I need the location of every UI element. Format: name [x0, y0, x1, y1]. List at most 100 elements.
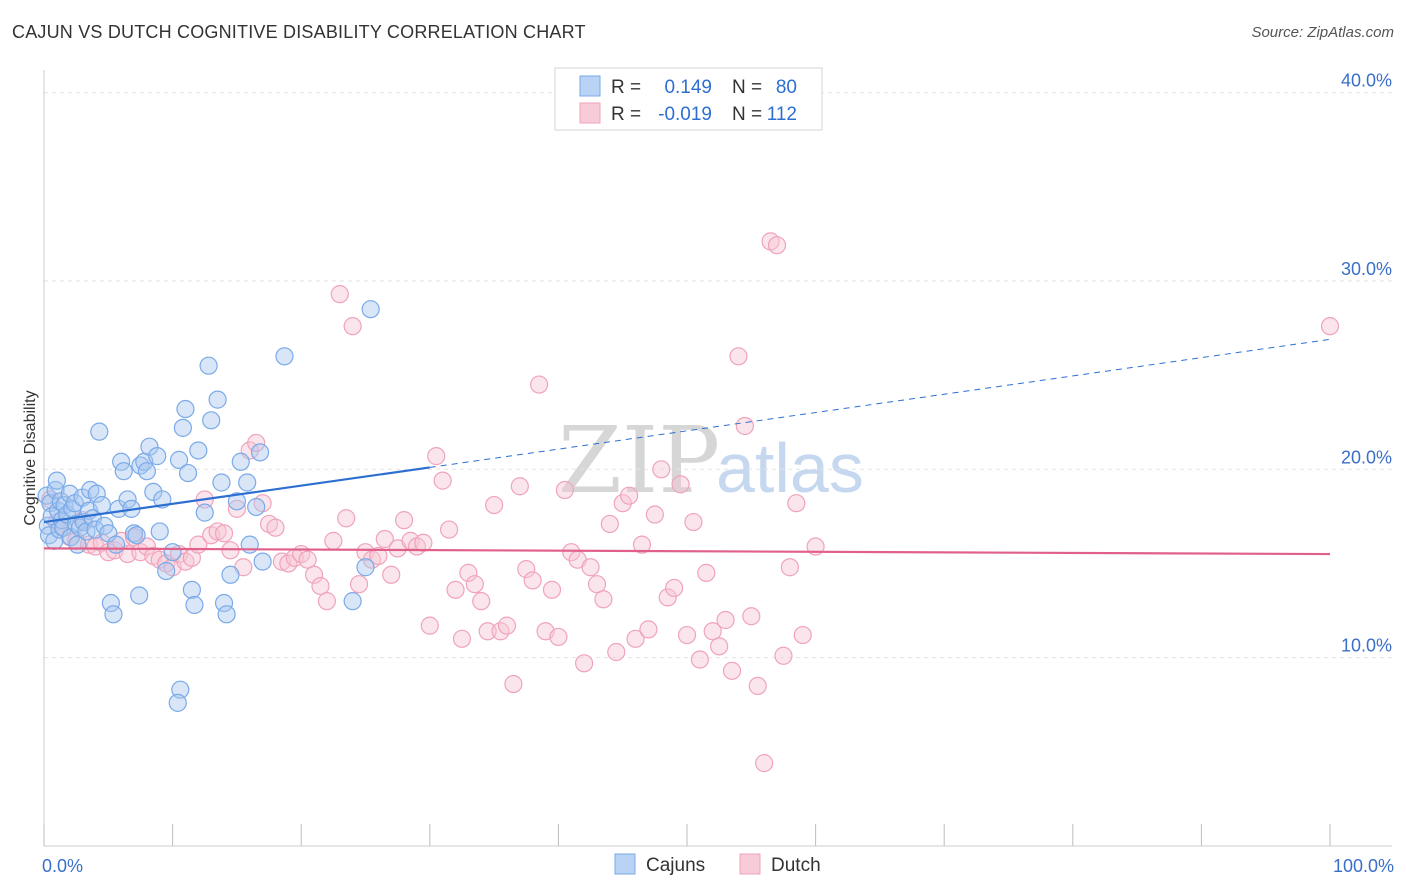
series-legend: Cajuns Dutch [614, 853, 821, 876]
stats-legend: R = 0.149 N = 80 R = -0.019 N = 112 [554, 67, 823, 131]
point-dutch [382, 565, 401, 584]
point-dutch [349, 575, 369, 594]
chart-title: CAJUN VS DUTCH COGNITIVE DISABILITY CORR… [12, 22, 586, 42]
x-ticks [43, 824, 1331, 846]
point-cajuns [227, 492, 246, 511]
point-dutch [626, 629, 645, 648]
point-dutch [607, 642, 626, 662]
point-cajuns [250, 443, 270, 462]
watermark: ZIP atlas [558, 407, 864, 514]
point-dutch [427, 447, 446, 466]
point-cajuns [40, 526, 59, 545]
point-cajuns [208, 390, 227, 409]
point-dutch [497, 616, 517, 635]
point-dutch [439, 520, 459, 539]
point-dutch [324, 531, 343, 550]
point-dutch [594, 590, 613, 609]
point-cajuns [140, 437, 159, 456]
point-cajuns [127, 526, 146, 545]
point-cajuns [90, 422, 109, 441]
point-cajuns [238, 473, 257, 492]
point-dutch [665, 578, 684, 598]
point-dutch [581, 558, 600, 577]
point-dutch [671, 475, 690, 494]
point-dutch [227, 499, 246, 518]
stats-r-value-dutch: -0.019 [658, 104, 712, 125]
point-dutch [639, 620, 658, 639]
point-cajuns [168, 693, 187, 712]
trend-line-cajuns-extrapolated [429, 338, 1331, 468]
point-cajuns [361, 300, 380, 319]
point-dutch [433, 471, 452, 490]
point-cajuns [240, 535, 259, 554]
point-cajuns [217, 605, 236, 624]
point-cajuns [130, 586, 149, 605]
point-dutch [330, 285, 349, 304]
point-dutch [478, 622, 497, 641]
point-dutch [710, 637, 729, 656]
point-dutch [369, 546, 388, 566]
point-cajuns [114, 462, 133, 481]
point-dutch [703, 622, 722, 641]
stats-r-label-cajuns: R = [611, 77, 641, 98]
point-cajuns [199, 356, 218, 375]
trend-lines [43, 338, 1331, 556]
y-axis-title: Cognitive Disability [22, 390, 39, 525]
point-cajuns [104, 605, 123, 624]
trend-line-cajuns [43, 466, 430, 524]
point-dutch [542, 580, 562, 599]
point-dutch [793, 625, 812, 645]
point-dutch [735, 416, 754, 436]
point-dutch [549, 627, 568, 647]
point-dutch [510, 477, 529, 496]
x-tick-labels: 0.0% 100.0% [42, 856, 1394, 876]
point-cajuns [202, 411, 221, 430]
point-dutch [414, 533, 433, 552]
point-cajuns [182, 580, 201, 599]
stats-n-label-cajuns: N = [732, 77, 762, 98]
point-dutch [632, 535, 652, 554]
point-dutch [555, 480, 574, 500]
point-cajuns [214, 593, 234, 613]
y-tick-label: 10.0% [1341, 636, 1392, 656]
point-dutch [742, 607, 761, 626]
point-dutch [652, 460, 671, 479]
stats-n-value-dutch: 112 [767, 104, 797, 125]
point-cajuns [118, 490, 137, 509]
point-dutch [1320, 317, 1340, 336]
point-cajuns [46, 480, 65, 500]
point-cajuns [221, 565, 240, 584]
point-cajuns [148, 447, 167, 466]
point-cajuns [106, 535, 126, 554]
point-cajuns [176, 399, 195, 419]
chart-source: Source: ZipAtlas.com [1251, 24, 1394, 41]
point-dutch [767, 236, 787, 255]
point-dutch [748, 676, 767, 696]
point-dutch [304, 565, 324, 584]
point-dutch [317, 592, 337, 611]
point-dutch [420, 616, 439, 635]
point-dutch [620, 486, 639, 505]
point-dutch [774, 646, 793, 665]
point-cajuns [356, 558, 375, 577]
point-dutch [137, 537, 156, 556]
legend-swatch-cajuns [614, 853, 636, 875]
point-dutch [375, 529, 394, 549]
point-dutch [504, 674, 523, 694]
stats-n-value-cajuns: 80 [776, 77, 797, 98]
point-cajuns [185, 595, 204, 615]
point-cajuns [137, 462, 156, 481]
point-dutch [677, 625, 697, 645]
trend-line-dutch [43, 547, 1331, 556]
point-dutch [298, 550, 317, 569]
point-dutch [523, 571, 542, 590]
point-dutch [645, 505, 664, 524]
point-dutch [600, 514, 619, 534]
point-dutch [613, 494, 632, 513]
point-cajuns [87, 484, 106, 503]
point-dutch [394, 511, 414, 530]
x-tick-label: 100.0% [1333, 856, 1394, 876]
point-dutch [343, 317, 362, 336]
point-cajuns [92, 495, 111, 515]
